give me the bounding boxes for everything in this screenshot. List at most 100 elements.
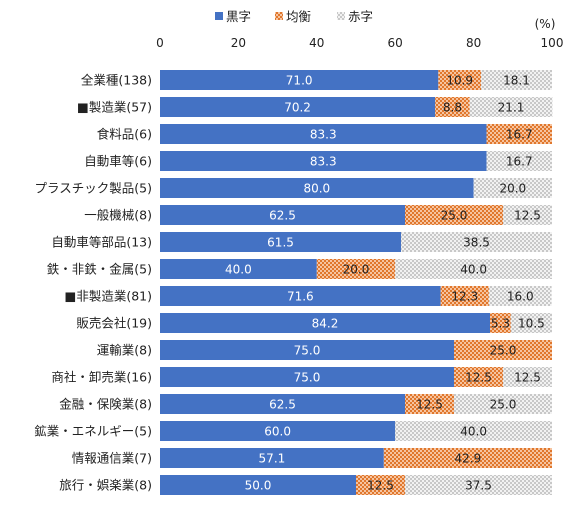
- bar-segment-1: [160, 286, 441, 306]
- bar-segment-1: [160, 421, 396, 441]
- value-label: 84.2: [312, 317, 339, 331]
- legend-swatch-1: [215, 12, 223, 20]
- value-label: 62.5: [269, 398, 296, 412]
- bar-segment-1: [160, 124, 487, 144]
- x-tick-60: 60: [388, 36, 403, 50]
- category-label: 自動車等部品(13): [51, 235, 152, 250]
- unit-label: (%): [535, 17, 556, 31]
- x-axis-ticks: 0 20 40 60 80 100: [156, 36, 563, 50]
- value-label: 62.5: [269, 209, 296, 223]
- value-label: 70.2: [284, 101, 311, 115]
- value-label: 20.0: [499, 182, 526, 196]
- category-labels: 全業種(138) ■製造業(57) 食料品(6) 自動車等(6) プラスチック製品(5)…: [34, 73, 152, 493]
- bar-segment-3: [486, 151, 552, 171]
- value-label: 16.7: [506, 155, 533, 169]
- category-label: 商社・卸売業(16): [51, 370, 152, 385]
- bar-segment-1: [160, 394, 405, 414]
- bar-segment-1: [160, 97, 436, 117]
- value-label: 12.3: [451, 290, 478, 304]
- value-label: 12.5: [465, 371, 492, 385]
- value-label: 75.0: [294, 344, 321, 358]
- bar-segment-2: [440, 286, 489, 306]
- legend-swatch-2: [275, 12, 283, 20]
- value-label: 40.0: [460, 425, 487, 439]
- bar-segment-2: [435, 97, 470, 117]
- value-label: 40.0: [225, 263, 252, 277]
- x-tick-80: 80: [466, 36, 481, 50]
- x-tick-0: 0: [156, 36, 164, 50]
- value-label: 57.1: [259, 452, 286, 466]
- bar-segment-3: [510, 313, 552, 333]
- legend-label-3: 赤字: [348, 9, 373, 24]
- category-label: 全業種(138): [81, 73, 152, 88]
- bar-segment-1: [160, 313, 491, 333]
- x-tick-20: 20: [231, 36, 246, 50]
- value-label: 20.0: [343, 263, 370, 277]
- bar-segment-2: [405, 205, 503, 225]
- value-label: 80.0: [303, 182, 330, 196]
- value-label: 38.5: [463, 236, 490, 250]
- category-label: ■非製造業(81): [65, 289, 152, 304]
- category-label: ■製造業(57): [77, 100, 152, 115]
- bar-segment-3: [469, 97, 553, 117]
- legend: 黒字 均衡 赤字: [215, 9, 373, 24]
- value-label: 12.5: [367, 479, 394, 493]
- bar-segment-3: [395, 421, 552, 441]
- bar-segment-2: [405, 394, 454, 414]
- value-label: 16.7: [506, 128, 533, 142]
- bar-segment-3: [488, 286, 552, 306]
- bar-segment-1: [160, 70, 439, 90]
- bars: 71.0 10.9 18.1 70.2 8.8 21.1 83.3 16.7 83.3 16.7 8…: [160, 70, 553, 495]
- category-label: 情報通信業(7): [72, 451, 152, 466]
- x-tick-40: 40: [309, 36, 324, 50]
- value-label: 83.3: [310, 155, 337, 169]
- bar-segment-2: [356, 475, 405, 495]
- value-label: 25.0: [490, 398, 517, 412]
- bar-segment-1: [160, 367, 454, 387]
- bar-segment-3: [473, 178, 552, 198]
- value-label: 37.5: [465, 479, 492, 493]
- category-label: 自動車等(6): [84, 154, 152, 169]
- category-label: プラスチック製品(5): [35, 181, 152, 196]
- legend-label-1: 黒字: [226, 9, 251, 24]
- value-label: 12.5: [416, 398, 443, 412]
- x-tick-100: 100: [541, 36, 564, 50]
- bar-segment-3: [503, 367, 552, 387]
- value-label: 18.1: [503, 74, 530, 88]
- legend-swatch-3: [337, 12, 345, 20]
- value-label: 60.0: [264, 425, 291, 439]
- bar-segment-2: [486, 124, 552, 144]
- category-label: 食料品(6): [97, 127, 152, 142]
- bar-segment-3: [401, 232, 552, 252]
- bar-segment-2: [490, 313, 511, 333]
- bar-segment-1: [160, 151, 487, 171]
- value-label: 10.9: [446, 74, 473, 88]
- value-label: 10.5: [518, 317, 545, 331]
- category-label: 鉱業・エネルギー(5): [34, 424, 152, 439]
- value-label: 40.0: [460, 263, 487, 277]
- bar-segment-1: [160, 178, 474, 198]
- bar-segment-3: [405, 475, 552, 495]
- value-label: 25.0: [441, 209, 468, 223]
- bar-segment-3: [395, 259, 552, 279]
- bar-segment-1: [160, 475, 356, 495]
- category-label: 販売会社(19): [76, 316, 152, 331]
- category-label: 一般機械(8): [84, 208, 152, 223]
- bar-segment-2: [438, 70, 482, 90]
- value-label: 12.5: [514, 371, 541, 385]
- bar-segment-2: [454, 367, 503, 387]
- bar-segment-1: [160, 205, 405, 225]
- bar-segment-3: [454, 394, 552, 414]
- category-label: 金融・保険業(8): [59, 397, 152, 412]
- category-label: 旅行・娯楽業(8): [59, 478, 152, 493]
- value-label: 21.1: [498, 101, 525, 115]
- value-label: 25.0: [490, 344, 517, 358]
- value-label: 8.8: [443, 101, 462, 115]
- value-label: 75.0: [294, 371, 321, 385]
- bar-segment-2: [383, 448, 552, 468]
- value-label: 12.5: [514, 209, 541, 223]
- category-label: 鉄・非鉄・金属(5): [47, 262, 152, 277]
- value-label: 42.9: [455, 452, 482, 466]
- bar-segment-1: [160, 259, 317, 279]
